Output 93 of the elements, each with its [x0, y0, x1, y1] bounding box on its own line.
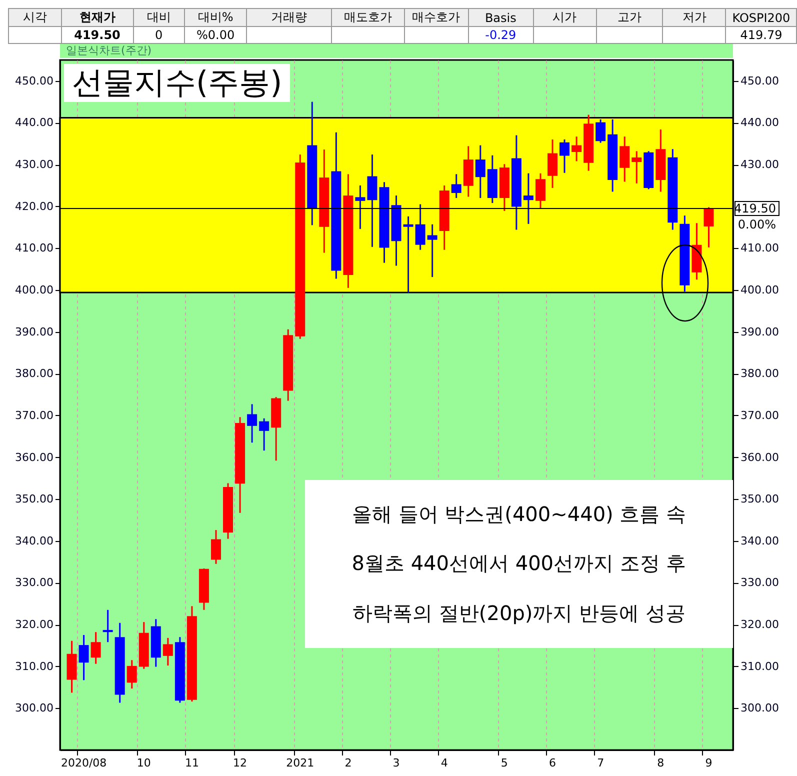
- y2-tick-label: 400.00: [740, 284, 779, 296]
- y2-tick-label: 450.00: [740, 74, 779, 88]
- y-tick-label: 360.00: [15, 450, 54, 464]
- text: 0: [154, 28, 163, 42]
- y2-tick-label: 360.00: [740, 450, 779, 464]
- y2-tick-label: 410.00: [740, 242, 779, 255]
- text: %0.00: [196, 28, 235, 42]
- category-label: 대비%: [184, 8, 247, 26]
- y-tick-label: 440.00: [15, 116, 54, 130]
- candlestick: [535, 172, 546, 210]
- y2-tick-label: 370.00: [740, 408, 779, 422]
- y-tick-label: 300.00: [15, 702, 54, 715]
- candlestick: [162, 637, 173, 666]
- text: 0.00%: [738, 217, 776, 232]
- candlestick: [102, 609, 113, 643]
- y2-tick-label: 390.00: [740, 325, 779, 338]
- candlestick: [367, 154, 378, 248]
- candlestick: [415, 204, 426, 251]
- candlestick: [403, 216, 414, 294]
- candlestick: [596, 118, 606, 144]
- category-label: 시가: [533, 8, 596, 26]
- candlestick: [355, 184, 366, 230]
- candlestick: [475, 144, 486, 199]
- annotation: 올해 들어 박스권(400~440) 흐름 속: [352, 501, 686, 528]
- text: 419.50: [74, 28, 120, 42]
- candlestick: [620, 136, 630, 182]
- y-tick-label: 310.00: [15, 660, 54, 673]
- candlestick: [259, 418, 270, 452]
- candlestick: [547, 138, 558, 189]
- category-label: 매수호가: [404, 8, 468, 26]
- candlestick: [523, 172, 534, 225]
- candlestick: [572, 136, 582, 162]
- x-tick-label: 3: [392, 756, 400, 770]
- x-tick-label: 10: [136, 756, 151, 770]
- category-label: 시각: [8, 8, 62, 26]
- y2-tick-label: 340.00: [740, 534, 779, 548]
- candlestick: [210, 529, 221, 565]
- y-tick-label: 340.00: [15, 534, 54, 548]
- x-tick-label: 2: [344, 756, 352, 770]
- category-label: 고가: [596, 8, 663, 26]
- y2-tick-label: 320.00: [740, 618, 779, 632]
- candlestick: [560, 138, 570, 174]
- x-tick-label: 6: [548, 756, 556, 770]
- x-tick-label: 2020/08: [60, 756, 107, 770]
- candlestick: [126, 659, 137, 690]
- x-tick-label: 9: [705, 756, 712, 770]
- x-tick-label: 7: [597, 756, 604, 770]
- y2-tick-label: 440.00: [740, 116, 779, 130]
- chart-title: 선물지수(주봉): [64, 64, 290, 102]
- text: 일본식차트(주간): [60, 44, 733, 58]
- y-tick-label: 380.00: [15, 367, 54, 380]
- annotation: 8월초 440선에서 400선까지 조정 후: [352, 550, 686, 578]
- y-tick-label: 410.00: [15, 242, 54, 255]
- y-tick-label: 350.00: [15, 492, 54, 506]
- candlestick: [247, 403, 258, 444]
- annotation: 하락폭의 절반(20p)까지 반등에 성공: [352, 600, 686, 627]
- y-tick-label: 420.00: [15, 200, 54, 213]
- x-tick-label: 2021: [286, 756, 314, 770]
- y-tick-label: 320.00: [15, 618, 54, 632]
- text-box: 올해 들어 박스권(400~440) 흐름 속 8월초 440선에서 400선까지 조정 후 하락폭의 절반(20p)까지 반등에 성공: [305, 480, 733, 648]
- x-tick-label: 5: [500, 756, 508, 770]
- y2-tick-label: 300.00: [740, 702, 779, 715]
- candlestick: [632, 150, 642, 184]
- candlestick: [90, 631, 101, 665]
- x-tick-label: 8: [657, 756, 664, 770]
- category-label: 대비: [133, 8, 184, 26]
- category-label: 거래량: [246, 8, 332, 26]
- text: 419.79: [740, 28, 782, 42]
- y2-tick-label: 350.00: [740, 492, 779, 506]
- y-tick-label: 430.00: [15, 158, 54, 172]
- candlestick: [704, 206, 714, 248]
- y-tick-label: 330.00: [15, 576, 54, 590]
- y2-tick-label: 380.00: [740, 367, 779, 380]
- candlestick: [451, 173, 462, 199]
- x-tick-label: 4: [440, 756, 448, 770]
- y2-tick-label: 430.00: [740, 158, 779, 172]
- y-tick-label: 450.00: [15, 74, 54, 88]
- y-tick-label: 400.00: [15, 284, 54, 296]
- category-label: KOSPI200: [726, 8, 796, 26]
- y2-tick-label: 310.00: [740, 660, 779, 673]
- y-tick-label: 390.00: [15, 325, 54, 338]
- y2-tick-label: 330.00: [740, 576, 779, 590]
- category-label: Basis: [468, 8, 533, 26]
- x-tick-label: 11: [184, 756, 199, 770]
- category-label: 매도호가: [332, 8, 404, 26]
- category-label: 현재가: [61, 8, 134, 26]
- y-tick-label: 370.00: [15, 408, 54, 422]
- ref-line-label: 419.50: [734, 201, 776, 216]
- candlestick: [427, 224, 438, 278]
- candlestick: [78, 634, 89, 681]
- x-tick-label: 12: [233, 756, 248, 770]
- category-label: 저가: [662, 8, 726, 26]
- text: -0.29: [485, 28, 516, 42]
